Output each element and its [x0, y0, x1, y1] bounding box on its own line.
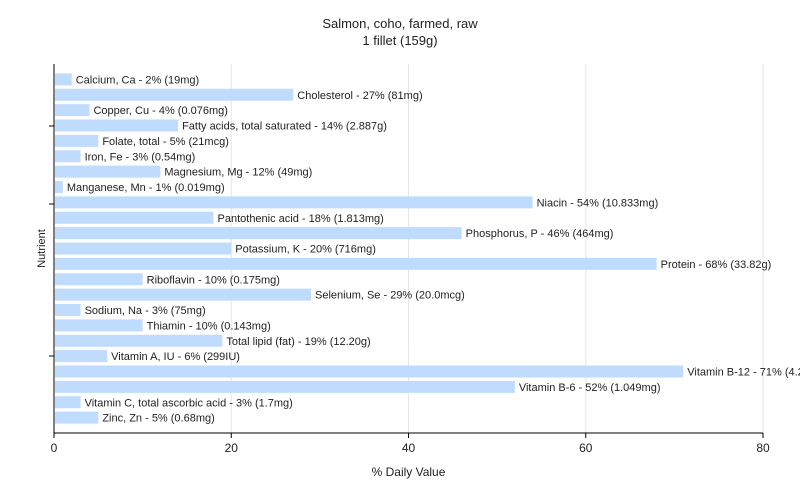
x-tick-label: 60	[579, 441, 593, 455]
bar	[55, 196, 533, 209]
bar	[55, 319, 143, 332]
bar-label: Manganese, Mn - 1% (0.019mg)	[67, 182, 225, 194]
bar	[55, 73, 72, 86]
x-axis-label: % Daily Value	[372, 465, 446, 479]
bar	[55, 242, 232, 255]
bar-label: Thiamin - 10% (0.143mg)	[147, 320, 271, 332]
bar-label: Pantothenic acid - 18% (1.813mg)	[218, 213, 384, 225]
bar-label: Vitamin B-6 - 52% (1.049mg)	[519, 382, 661, 394]
bar	[55, 334, 223, 347]
bar	[55, 365, 684, 378]
bar-label: Phosphorus, P - 46% (464mg)	[466, 228, 614, 240]
bar	[55, 211, 214, 224]
bar-label: Vitamin A, IU - 6% (299IU)	[111, 351, 240, 363]
y-axis-label: Nutrient	[36, 229, 48, 268]
bar-label: Fatty acids, total saturated - 14% (2.88…	[182, 121, 387, 133]
x-tick-label: 80	[756, 441, 770, 455]
bar-label: Protein - 68% (33.82g)	[661, 259, 772, 271]
bar	[55, 411, 99, 424]
bar-label: Vitamin C, total ascorbic acid - 3% (1.7…	[85, 397, 293, 409]
bar	[55, 288, 312, 301]
bar	[55, 227, 462, 240]
bar-label: Cholesterol - 27% (81mg)	[297, 90, 422, 102]
bar-label: Selenium, Se - 29% (20.0mcg)	[315, 290, 465, 302]
bar-label: Riboflavin - 10% (0.175mg)	[147, 274, 280, 286]
bar-label: Sodium, Na - 3% (75mg)	[85, 305, 206, 317]
bar	[55, 350, 108, 363]
bar	[55, 380, 515, 393]
bar-label: Iron, Fe - 3% (0.54mg)	[85, 151, 196, 163]
bar	[55, 273, 143, 286]
bar	[55, 396, 81, 409]
bar-label: Vitamin B-12 - 71% (4.25mcg)	[687, 367, 800, 379]
bar-label: Copper, Cu - 4% (0.076mg)	[93, 105, 228, 117]
bar	[55, 181, 63, 193]
bar	[55, 304, 81, 316]
bar	[55, 257, 657, 270]
chart-title: Salmon, coho, farmed, raw	[322, 16, 478, 31]
bar	[55, 119, 179, 132]
bar-label: Niacin - 54% (10.833mg)	[537, 197, 659, 209]
bar-label: Total lipid (fat) - 19% (12.20g)	[226, 336, 370, 348]
bar	[55, 150, 81, 163]
chart-subtitle: 1 fillet (159g)	[362, 33, 438, 48]
bar-label: Folate, total - 5% (21mcg)	[102, 136, 229, 148]
bar	[55, 104, 90, 117]
bar	[55, 165, 161, 178]
x-tick-label: 20	[225, 441, 239, 455]
x-tick-label: 40	[402, 441, 416, 455]
bar	[55, 134, 99, 147]
bar-label: Magnesium, Mg - 12% (49mg)	[164, 167, 312, 179]
x-tick-label: 0	[51, 441, 58, 455]
bar-label: Calcium, Ca - 2% (19mg)	[76, 74, 199, 86]
bar	[55, 88, 294, 101]
bar-label: Zinc, Zn - 5% (0.68mg)	[102, 413, 214, 425]
bar-label: Potassium, K - 20% (716mg)	[235, 244, 376, 256]
